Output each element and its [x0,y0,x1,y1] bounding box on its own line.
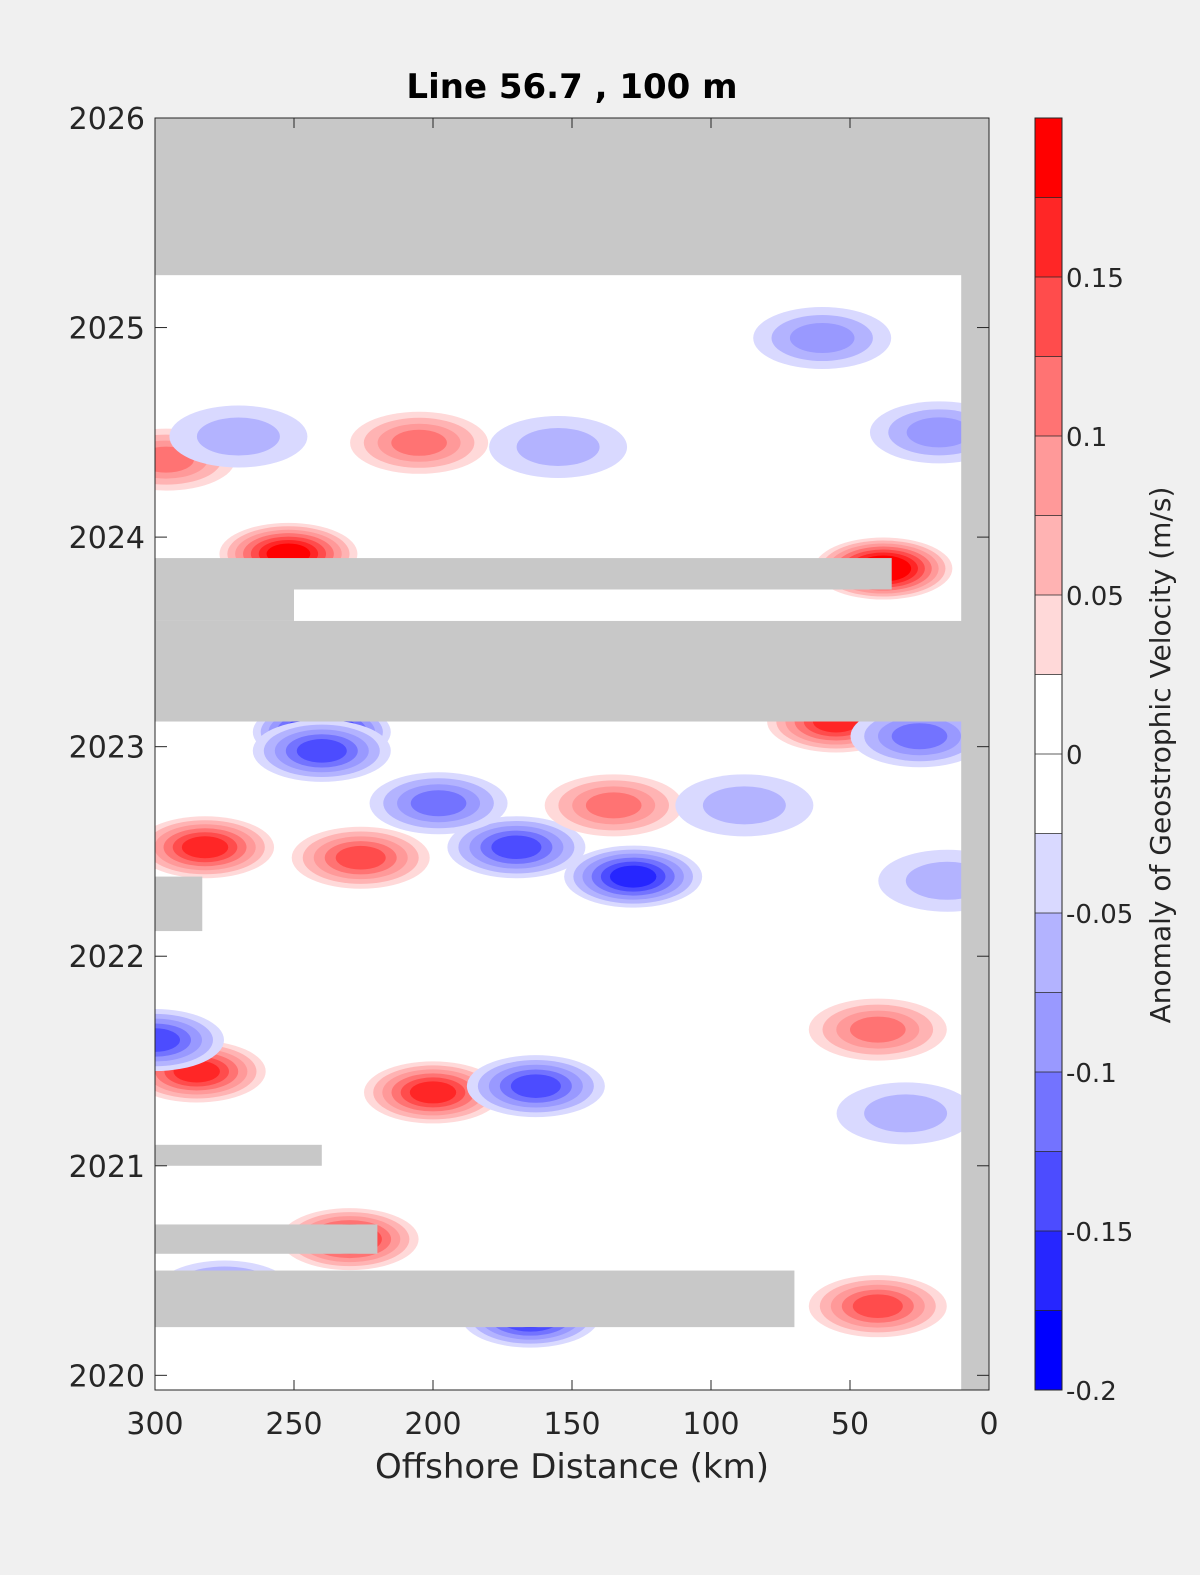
contour-feature [155,816,275,879]
y-axis: 2020 2021 2022 2023 2024 2025 2026 [69,102,989,1394]
nodata-region [155,1270,795,1328]
contour-feature [291,826,430,889]
contour-feature [675,774,814,837]
colorbar-tick-label: 0.1 [1066,423,1107,453]
contour-level [906,417,972,448]
plot-area [155,118,989,1390]
contour-level [516,428,600,467]
y-tick-label: 2020 [69,1359,145,1394]
colorbar-swatch [1035,118,1062,198]
nodata-region [155,876,203,932]
contour-feature [155,1009,224,1072]
contour-level [850,1016,906,1043]
contour-level [609,865,657,888]
contour-level [409,1081,457,1104]
contour-level [510,1074,561,1098]
contour-level [391,429,447,456]
colorbar-swatch [1035,1310,1062,1390]
colorbar-swatch [1035,595,1062,675]
colorbar-swatch [1035,197,1062,277]
colorbar-swatch [1035,674,1062,754]
colorbar-tick-label: -0.2 [1066,1377,1117,1407]
colorbar-tick-label: 0 [1066,741,1083,771]
y-tick-label: 2026 [69,102,145,137]
contour-level [335,845,386,870]
colorbar-frame [1034,117,1063,1391]
nodata-region [961,118,989,1390]
contour-level [891,723,948,750]
contour-feature [364,1061,502,1124]
nodata-region [155,558,892,590]
nodata-region [155,1144,322,1166]
contour-feature [808,998,947,1061]
colorbar-tick-label: -0.1 [1066,1059,1117,1089]
contour-feature [836,1082,975,1145]
colorbar-swatch [1035,992,1062,1072]
x-axis-label: Offshore Distance (km) [375,1447,769,1487]
x-tick-label: 0 [979,1407,998,1442]
contour-feature [753,307,892,370]
contour-level [196,417,280,456]
colorbar-swatch [1035,1231,1062,1311]
x-axis: 300 250 200 150 100 50 0 [126,118,999,1442]
contour-field [155,307,989,1348]
contour-level [181,836,229,859]
nodata-mask [155,118,989,1390]
y-tick-label: 2024 [69,521,145,556]
contour-feature [169,405,308,468]
contour-feature [544,774,683,837]
contour-feature [808,1275,947,1338]
colorbar-tick-label: 0.05 [1066,582,1124,612]
colorbar-tick-label: -0.15 [1066,1218,1133,1248]
colorbar-tick-label: -0.05 [1066,900,1133,930]
y-tick-label: 2025 [69,312,145,347]
colorbar-swatch [1035,436,1062,516]
colorbar-tick-label: 0.15 [1066,264,1124,294]
contour-feature [252,719,391,782]
contour-level [155,1028,180,1052]
contour-level [864,1094,948,1133]
contour-feature [878,849,989,912]
contour-level [789,323,855,354]
colorbar: 0.15 0.1 0.05 0 -0.05 -0.1 -0.15 -0.2 [1034,117,1133,1407]
colorbar-swatch [1035,754,1062,834]
contour-level [702,786,786,825]
contour-level [296,739,347,763]
nodata-region [155,589,294,621]
x-tick-label: 100 [682,1407,739,1442]
contour-level [852,1294,903,1318]
colorbar-label: Anomaly of Geostrophic Velocity (m/s) [1144,487,1177,1024]
x-tick-label: 200 [404,1407,461,1442]
nodata-region [155,620,989,722]
contour-feature [447,816,586,879]
contour-feature [369,772,508,835]
contour-feature [350,411,489,474]
nodata-region [155,118,989,276]
colorbar-swatch [1035,833,1062,913]
contour-level [585,792,642,819]
nodata-region [155,1224,378,1254]
contour-feature [564,845,703,908]
x-tick-label: 50 [831,1407,869,1442]
x-tick-label: 300 [126,1407,183,1442]
contour-feature [489,416,628,479]
contour-level [491,835,542,860]
x-tick-label: 250 [265,1407,322,1442]
y-tick-label: 2021 [69,1150,145,1185]
contour-feature [466,1055,605,1118]
colorbar-swatch [1035,1072,1062,1152]
chart-title: Line 56.7 , 100 m [406,67,737,107]
colorbar-swatch [1035,515,1062,595]
colorbar-swatch [1035,277,1062,357]
y-tick-label: 2023 [69,731,145,766]
colorbar-swatch [1035,913,1062,993]
y-tick-label: 2022 [69,940,145,975]
colorbar-swatch [1035,356,1062,436]
contour-level [410,790,467,817]
x-tick-label: 150 [543,1407,600,1442]
colorbar-swatch [1035,1151,1062,1231]
